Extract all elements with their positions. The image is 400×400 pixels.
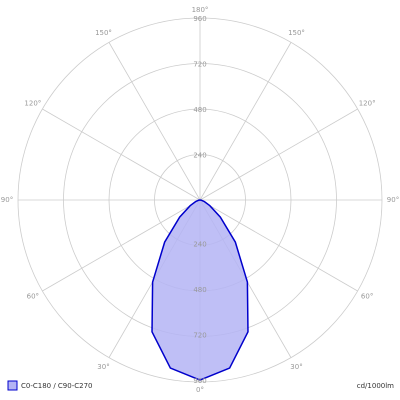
angle-label: 180° [192, 6, 209, 14]
angle-label: 60° [27, 293, 39, 301]
r-tick-label: 720 [193, 332, 206, 340]
angle-label: 30° [97, 363, 109, 371]
unit-label: cd/1000lm [357, 382, 394, 390]
angle-label: 150° [288, 29, 305, 37]
angle-label: 90° [1, 196, 13, 204]
angle-label: 60° [361, 293, 373, 301]
legend-swatch [7, 380, 18, 391]
angle-label: 90° [387, 196, 399, 204]
r-tick-label: 480 [193, 106, 206, 114]
r-tick-label: 720 [193, 61, 206, 69]
r-tick-label: 240 [193, 241, 206, 249]
angle-label: 120° [359, 100, 376, 108]
r-tick-label: 240 [193, 152, 206, 160]
angle-label: 120° [24, 100, 41, 108]
r-tick-label: 960 [193, 377, 206, 385]
angle-label: 30° [290, 363, 302, 371]
grid-circle [17, 17, 383, 383]
legend-label: C0-C180 / C90-C270 [21, 382, 93, 390]
r-tick-label: 480 [193, 286, 206, 294]
r-tick-label: 960 [193, 15, 206, 23]
angle-label: 150° [95, 29, 112, 37]
angle-label: 0° [196, 386, 204, 394]
intensity-curve [151, 199, 249, 381]
